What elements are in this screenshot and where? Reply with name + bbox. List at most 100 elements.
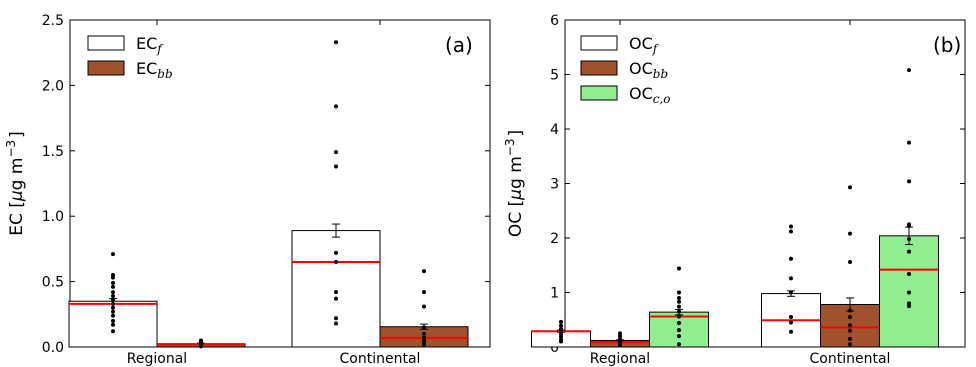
chart0-panel-label: (a) [445, 33, 473, 57]
chart0-data-point [334, 259, 338, 264]
chart0-ylabel-end: ] [7, 131, 27, 138]
chart1-data-point [848, 328, 852, 333]
chart0-ytick-label: 1.5 [42, 144, 64, 160]
chart1-data-point [789, 315, 793, 320]
chart0-data-point [334, 316, 338, 321]
chart1-legend-label: OCf [629, 34, 660, 56]
chart0-data-point [334, 40, 338, 45]
chart1-ytick-label: 4 [550, 122, 559, 138]
chart1-ylabel: OC [μg m−3] [503, 130, 526, 237]
chart1-data-point [559, 323, 563, 328]
chart0-data-point [111, 301, 115, 306]
chart1-data-point [559, 319, 563, 324]
chart0-data-point [334, 150, 338, 155]
chart0-data-point [422, 325, 426, 330]
chart0-data-point [422, 290, 426, 295]
chart1-data-point [907, 271, 911, 276]
chart0-data-point [111, 293, 115, 298]
chart1-legend-swatch [580, 60, 618, 76]
chart1-data-point [677, 304, 681, 309]
chart1-legend-sub: bb [653, 67, 668, 81]
chart0-legend-name: EC [136, 34, 157, 53]
chart1-ytick-label: 6 [550, 13, 559, 29]
chart1-legend-name: OC [629, 59, 653, 78]
chart0-data-point [334, 104, 338, 109]
chart1-data-point [848, 185, 852, 190]
chart1-data-point [848, 315, 852, 320]
chart1-data-point [789, 320, 793, 325]
chart0-data-point [422, 331, 426, 336]
chart1-legend-name: OC [629, 84, 653, 103]
chart0-data-point [334, 296, 338, 301]
chart0-legend-label: ECbb [136, 59, 173, 81]
chart1-data-point [789, 276, 793, 281]
chart0-legend-sub: f [156, 42, 164, 56]
chart1-data-point [789, 229, 793, 234]
chart1-data-point [677, 309, 681, 314]
chart0-data-point [111, 313, 115, 318]
chart1-data-point [677, 299, 681, 304]
chart1-data-point [907, 290, 911, 295]
chart1-data-point [789, 224, 793, 229]
chart1-ylabel-unit: g m [506, 156, 526, 189]
chart1-xtick-label: Regional [590, 351, 650, 367]
chart0-data-point [111, 252, 115, 257]
chart1-xtick-label: Continental [810, 351, 891, 367]
chart1-data-point [907, 179, 911, 184]
chart1-ytick-label: 1 [550, 286, 559, 302]
chart0-data-point [334, 164, 338, 169]
chart0-data-point [111, 309, 115, 314]
chart1-data-point [677, 314, 681, 319]
chart0-data-point [111, 322, 115, 327]
chart1-data-point [848, 323, 852, 328]
chart0-legend-swatch [87, 60, 125, 76]
chart1-data-point [677, 295, 681, 300]
chart1-data-point [677, 321, 681, 326]
chart0-legend-label: ECf [136, 34, 164, 56]
chart1-data-point [907, 249, 911, 254]
chart0-ytick-label: 1.0 [42, 209, 64, 225]
chart1-data-point [848, 342, 852, 347]
chart1-data-point [907, 140, 911, 145]
chart0-ytick-label: 0.5 [42, 275, 64, 291]
chart0-data-point [422, 342, 426, 347]
chart0-data-point [111, 275, 115, 280]
chart0-data-point [111, 305, 115, 310]
chart0-data-point [111, 284, 115, 289]
chart1-data-point [907, 237, 911, 242]
chart0-data-point [111, 297, 115, 302]
chart1-ytick-label: 5 [550, 68, 559, 84]
chart0-xtick-label: Regional [127, 351, 187, 367]
chart0-xtick-label: Continental [340, 351, 421, 367]
chart0-data-point [422, 269, 426, 274]
chart0-legend-sub: bb [157, 67, 172, 81]
chart1-panel-label: (b) [933, 33, 961, 57]
chart1-ylabel-main: OC [ [506, 200, 526, 237]
chart0-ytick-label: 0.0 [42, 340, 64, 356]
chart1-data-point [677, 328, 681, 333]
chart1-data-point [789, 256, 793, 261]
chart0-data-point [334, 250, 338, 255]
chart1-data-point [677, 290, 681, 295]
chart1-data-point [848, 259, 852, 264]
chart0-bar [291, 230, 381, 348]
chart0-ytick-label: 2.0 [42, 78, 64, 94]
chart0-ylabel-mu: μ [7, 190, 27, 202]
chart0-axes-frame [69, 19, 491, 348]
chart1-legend-swatch [580, 85, 618, 101]
chart1-ytick-label: 0 [550, 340, 559, 356]
chart1-data-point [677, 334, 681, 339]
chart0-data-point [111, 318, 115, 323]
chart0-data-point [334, 290, 338, 295]
chart0-data-point [111, 280, 115, 285]
chart1-ylabel-end: ] [506, 130, 526, 137]
chart1-data-point [907, 68, 911, 73]
chart1-legend-sub: f [652, 42, 660, 56]
chart1-legend-sub: c,o [653, 92, 671, 106]
chart0-legend-name: EC [136, 59, 157, 78]
chart0-data-point [334, 321, 338, 326]
chart1-data-point [789, 290, 793, 295]
chart1-data-point [848, 336, 852, 341]
chart1-legend-swatch [580, 35, 618, 51]
